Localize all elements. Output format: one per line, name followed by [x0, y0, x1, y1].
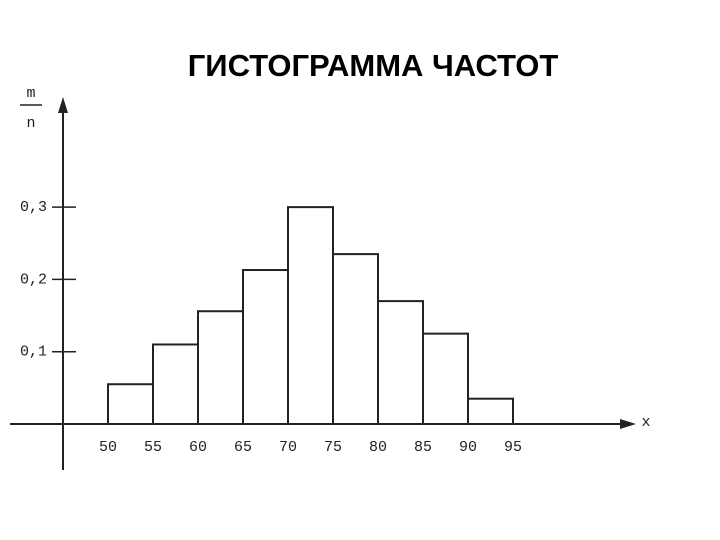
x-tick-label: 50 — [99, 439, 117, 456]
x-tick-label: 75 — [324, 439, 342, 456]
x-tick-label: 55 — [144, 439, 162, 456]
y-tick-label: 0,2 — [20, 271, 47, 288]
x-tick-label: 90 — [459, 439, 477, 456]
x-tick-label: 85 — [414, 439, 432, 456]
histogram-bar — [377, 300, 424, 425]
histogram-bar — [422, 332, 469, 425]
x-tick-label: 70 — [279, 439, 297, 456]
x-tick-label: 60 — [189, 439, 207, 456]
y-axis-arrow — [58, 97, 68, 113]
histogram-bar — [107, 383, 154, 426]
x-tick-label: 80 — [369, 439, 387, 456]
chart-title: ГИСТОГРАММА ЧАСТОТ — [188, 48, 559, 83]
histogram-bar — [152, 343, 199, 425]
y-tick-label: 0,3 — [20, 199, 47, 216]
histogram-bar — [287, 206, 334, 425]
x-tick-label: 65 — [234, 439, 252, 456]
y-tick-label: 0,1 — [20, 344, 47, 361]
x-axis-arrow — [620, 419, 636, 429]
histogram-bar — [197, 310, 244, 426]
x-axis-label: x — [641, 414, 650, 431]
histogram-bar — [467, 397, 514, 425]
histogram-bar — [332, 253, 379, 425]
y-axis-label-denominator: n — [26, 115, 35, 132]
y-axis-label-numerator: m — [26, 85, 35, 102]
x-tick-label: 95 — [504, 439, 522, 456]
histogram-bar — [242, 269, 289, 425]
